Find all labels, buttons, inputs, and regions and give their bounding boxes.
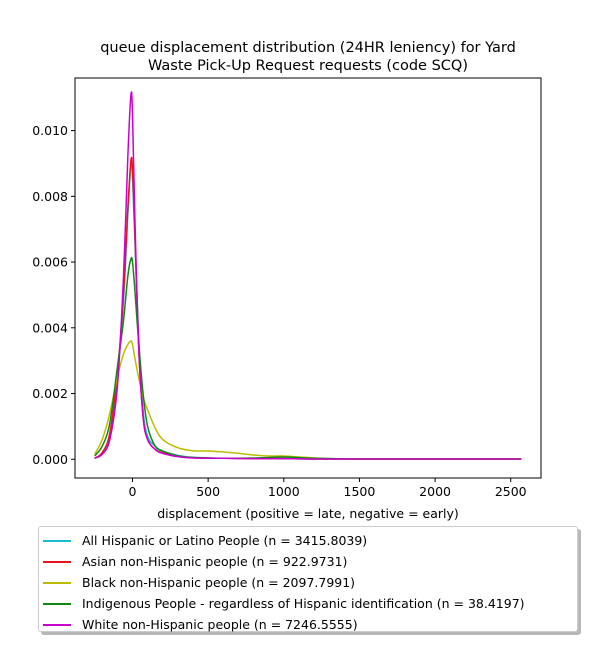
- y-tick-label: 0.002: [32, 386, 68, 401]
- plot-area: [74, 77, 542, 479]
- y-tick-label: 0.004: [32, 320, 68, 335]
- x-axis: 0 500 1000 1500 2000 2500: [129, 478, 527, 499]
- x-tick-label: 500: [196, 484, 220, 499]
- y-tick-label: 0.000: [32, 452, 68, 467]
- legend-swatch: [43, 539, 71, 542]
- x-axis-label: displacement (positive = late, negative …: [157, 506, 459, 521]
- legend-swatch: [43, 581, 71, 584]
- legend-label: Asian non-Hispanic people (n = 922.9731): [82, 554, 348, 569]
- y-axis: 0.000 0.002 0.004 0.006 0.008 0.010: [32, 123, 75, 467]
- chart-title: queue displacement distribution (24HR le…: [100, 40, 516, 74]
- legend-swatch: [43, 623, 71, 626]
- legend-swatch: [43, 560, 71, 563]
- series-line-black-non-hispanic-people: [94, 340, 522, 460]
- y-tick-label: 0.006: [32, 255, 68, 270]
- x-tick-label: 1500: [344, 484, 376, 499]
- series-lines: [94, 91, 522, 460]
- x-tick-label: 1000: [268, 484, 300, 499]
- series-line-all-hispanic-or-latino-people: [94, 160, 522, 460]
- legend-item: Black non-Hispanic people (n = 2097.7991…: [39, 572, 577, 593]
- legend-item: Asian non-Hispanic people (n = 922.9731): [39, 551, 577, 572]
- legend-item: White non-Hispanic people (n = 7246.5555…: [39, 614, 577, 635]
- legend-label: Indigenous People - regardless of Hispan…: [82, 596, 525, 611]
- chart-title-line: queue displacement distribution (24HR le…: [100, 40, 516, 56]
- series-line-white-non-hispanic-people: [94, 91, 522, 460]
- y-tick-label: 0.008: [32, 189, 68, 204]
- legend-label: Black non-Hispanic people (n = 2097.7991…: [82, 575, 356, 590]
- y-tick-label: 0.010: [32, 123, 68, 138]
- x-tick-label: 2500: [495, 484, 527, 499]
- legend-item: All Hispanic or Latino People (n = 3415.…: [39, 530, 577, 551]
- chart-title-line: Waste Pick-Up Request requests (code SCQ…: [148, 58, 468, 74]
- legend: All Hispanic or Latino People (n = 3415.…: [38, 526, 578, 632]
- legend-item: Indigenous People - regardless of Hispan…: [39, 593, 577, 614]
- x-tick-label: 0: [129, 484, 137, 499]
- legend-swatch: [43, 602, 71, 605]
- legend-label: White non-Hispanic people (n = 7246.5555…: [82, 617, 358, 632]
- series-line-asian-non-hispanic-people: [94, 156, 522, 460]
- series-line-indigenous-people-regardless-of-hispanic-identification: [94, 256, 522, 460]
- legend-label: All Hispanic or Latino People (n = 3415.…: [82, 533, 368, 548]
- x-tick-label: 2000: [419, 484, 451, 499]
